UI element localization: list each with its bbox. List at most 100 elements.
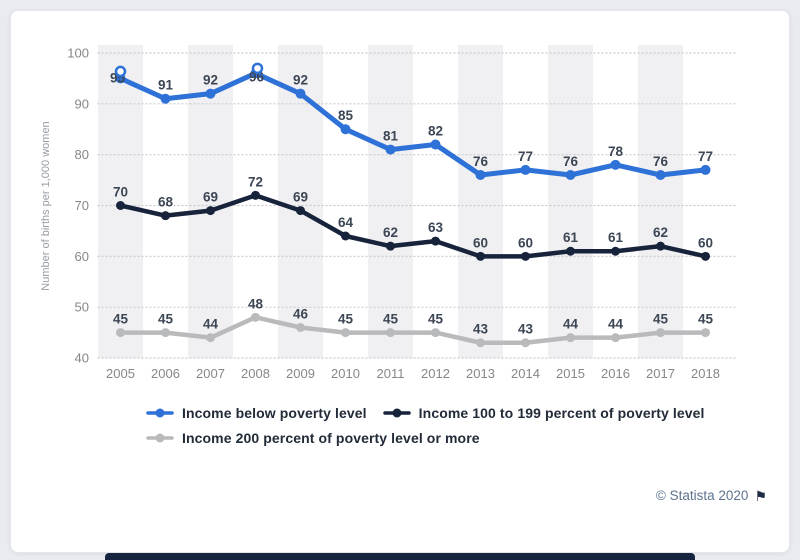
legend-item-income-100-199[interactable]: Income 100 to 199 percent of poverty lev… [382, 405, 705, 421]
data-point[interactable] [520, 164, 531, 175]
y-tick-label: 60 [75, 249, 89, 264]
value-label: 61 [608, 230, 624, 245]
plot-stripe [638, 45, 683, 358]
data-point[interactable] [521, 251, 530, 261]
data-point[interactable] [296, 322, 305, 332]
data-point[interactable] [565, 169, 576, 180]
data-point[interactable] [476, 251, 485, 261]
value-label: 68 [158, 195, 174, 210]
value-label: 77 [698, 149, 713, 164]
data-point[interactable] [205, 88, 216, 99]
value-label: 76 [653, 154, 669, 169]
legend-marker-icon [382, 408, 411, 418]
data-point[interactable] [610, 159, 621, 170]
data-point[interactable] [611, 333, 620, 343]
data-point[interactable] [251, 190, 260, 200]
data-point[interactable] [206, 333, 215, 343]
value-label: 43 [473, 322, 489, 337]
legend-item-income-200-or-more[interactable]: Income 200 percent of poverty level or m… [146, 430, 480, 446]
legend-row-2: Income 200 percent of poverty level or m… [146, 430, 705, 446]
legend-item-income-below-poverty[interactable]: Income below poverty level [146, 405, 367, 421]
value-label: 60 [473, 235, 488, 250]
data-point[interactable] [475, 169, 486, 180]
x-tick-label: 2009 [286, 366, 315, 381]
x-tick-label: 2016 [601, 366, 630, 381]
data-point[interactable] [251, 312, 260, 322]
data-point[interactable] [700, 164, 711, 175]
data-point[interactable] [206, 206, 215, 216]
data-point[interactable] [340, 124, 351, 135]
data-point[interactable] [116, 200, 125, 210]
value-label: 45 [338, 312, 354, 327]
series-line-1 [118, 193, 708, 259]
value-label: 78 [608, 144, 624, 159]
value-label: 63 [428, 220, 444, 235]
plot-stripe [548, 45, 593, 358]
value-label: 92 [203, 73, 218, 88]
value-label: 45 [653, 312, 669, 327]
chart-card: 40 50 60 70 80 90 100 Number of births per 1,00… [10, 10, 790, 553]
data-point[interactable] [341, 328, 350, 338]
plot-stripe [458, 45, 503, 358]
x-tick-label: 2012 [421, 366, 450, 381]
data-point[interactable] [341, 231, 350, 241]
y-tick-label: 80 [75, 147, 89, 162]
value-label: 64 [338, 215, 354, 230]
line-chart: 40 50 60 70 80 90 100 Number of births per 1,00… [40, 45, 738, 381]
value-label: 44 [203, 317, 219, 332]
data-point[interactable] [431, 328, 440, 338]
data-point[interactable] [701, 328, 710, 338]
legend-marker-icon [146, 433, 174, 443]
chart-legend: Income below poverty level Income 100 to… [146, 405, 705, 446]
legend-label: Income 100 to 199 percent of poverty lev… [418, 405, 705, 421]
value-label: 45 [383, 312, 399, 327]
value-label: 45 [698, 312, 714, 327]
value-label: 44 [608, 317, 624, 332]
value-label: 76 [473, 154, 489, 169]
data-point[interactable] [386, 328, 395, 338]
plot-stripe [368, 45, 413, 358]
value-label: 62 [383, 225, 398, 240]
x-tick-label: 2011 [377, 366, 405, 381]
value-label: 46 [293, 306, 309, 321]
value-label: 72 [248, 174, 263, 189]
x-tick-label: 2006 [151, 366, 180, 381]
highlight-ring-marker [251, 62, 264, 75]
data-point[interactable] [521, 338, 530, 348]
value-label: 85 [338, 108, 354, 123]
data-point[interactable] [656, 241, 665, 251]
value-label: 61 [563, 230, 579, 245]
y-axis-title: Number of births per 1,000 women [40, 121, 52, 290]
data-point[interactable] [611, 246, 620, 256]
y-tick-label: 40 [75, 350, 89, 365]
value-label: 69 [293, 190, 308, 205]
data-point[interactable] [566, 246, 575, 256]
value-label: 44 [563, 317, 579, 332]
data-point[interactable] [701, 251, 710, 261]
value-label: 92 [293, 73, 308, 88]
data-point[interactable] [386, 241, 395, 251]
value-label: 70 [113, 184, 128, 199]
x-tick-label: 2015 [556, 366, 585, 381]
data-point[interactable] [116, 328, 125, 338]
legend-label: Income 200 percent of poverty level or m… [182, 430, 480, 446]
data-point[interactable] [476, 338, 485, 348]
data-point[interactable] [161, 211, 170, 221]
y-tick-label: 50 [75, 300, 89, 315]
data-point[interactable] [430, 139, 441, 150]
data-point[interactable] [431, 236, 440, 246]
data-point[interactable] [161, 328, 170, 338]
x-tick-label: 2017 [646, 366, 675, 381]
y-tick-label: 100 [67, 46, 89, 61]
data-point[interactable] [655, 169, 666, 180]
data-point[interactable] [656, 328, 665, 338]
flag-icon[interactable]: ⚑ [754, 487, 767, 504]
data-point[interactable] [160, 93, 171, 104]
highlight-ring-marker [114, 65, 127, 78]
copyright-text[interactable]: © Statista 2020 [655, 488, 749, 503]
data-point[interactable] [295, 88, 306, 99]
data-point[interactable] [296, 206, 305, 216]
data-point[interactable] [566, 333, 575, 343]
data-point[interactable] [385, 144, 396, 155]
